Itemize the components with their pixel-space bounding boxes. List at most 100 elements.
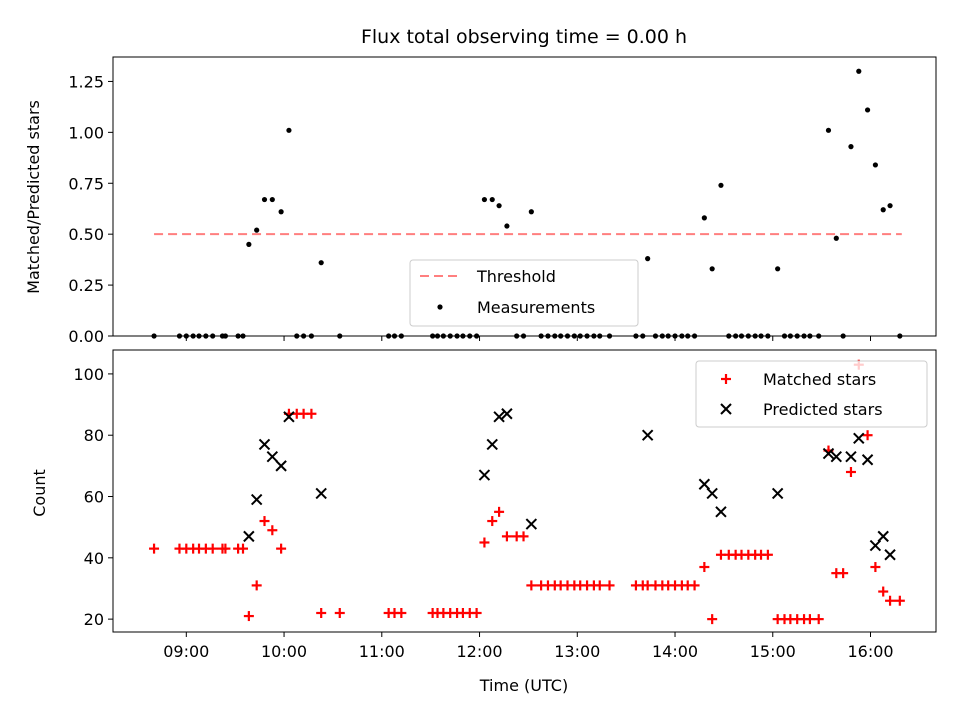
top-y-tick-label: 0.25 — [68, 276, 104, 295]
measurement-point — [880, 207, 886, 213]
top-panel: 0.00 0.25 0.50 0.75 1.00 1.25 Matched/Predict… — [24, 56, 937, 346]
top-y-tick-label: 0.50 — [68, 225, 104, 244]
bottom-y-tick-label: 60 — [84, 488, 104, 507]
measurement-point — [269, 196, 275, 203]
matched-star-point — [594, 580, 605, 591]
predicted-star-point — [315, 487, 327, 500]
matched-star-point — [251, 580, 262, 591]
matched-star-point — [259, 516, 270, 527]
matched-star-point — [243, 611, 254, 622]
bottom-y-tick-label: 20 — [84, 610, 104, 629]
predicted-star-point — [884, 549, 896, 561]
predicted-star-point — [258, 438, 271, 451]
predicted-star-point — [845, 450, 857, 463]
predicted-star-point — [771, 487, 784, 500]
matched-star-point — [334, 607, 345, 618]
legend-predicted-marker — [720, 403, 732, 415]
bottom-legend-box — [695, 360, 928, 428]
x-tick-label: 15:00 — [750, 642, 796, 661]
matched-star-point — [316, 607, 327, 618]
predicted-star-point — [869, 539, 882, 552]
matched-star-point — [396, 607, 407, 618]
predicted-star-point — [283, 411, 295, 423]
x-axis-label: Time (UTC) — [479, 676, 568, 695]
measurement-point — [887, 203, 893, 209]
matched-star-point — [838, 568, 849, 579]
legend-matched-label: Matched stars — [763, 370, 876, 389]
measurement-point — [833, 235, 839, 241]
top-legend: Threshold Measurements — [409, 259, 639, 327]
predicted-star-point — [525, 518, 538, 530]
measurement-point — [286, 127, 292, 133]
measurement-point — [246, 241, 252, 247]
legend-matched-marker — [721, 374, 731, 384]
bottom-panel: 20 40 60 80 100 09:00 10:00 11:00 12:00 13:00 14:… — [30, 349, 937, 695]
bottom-axes-frame — [112, 349, 937, 633]
matched-star-point — [306, 408, 317, 419]
matched-star-point — [707, 614, 718, 625]
predicted-star-point — [266, 450, 279, 463]
top-y-tick-label: 0.00 — [68, 327, 104, 346]
matched-star-point — [267, 525, 278, 536]
matched-star-point — [220, 543, 231, 554]
measurement-point — [504, 223, 510, 229]
matched-star-point — [207, 543, 218, 554]
x-tick-label: 16:00 — [847, 642, 893, 661]
predicted-star-point — [275, 460, 287, 472]
top-axes-frame — [112, 56, 937, 337]
predicted-star-point — [698, 478, 711, 490]
matched-star-point — [813, 614, 824, 625]
matched-star-point — [699, 562, 710, 573]
matched-star-point — [276, 543, 287, 554]
bottom-y-axis-label: Count — [30, 469, 49, 517]
measurement-point — [254, 227, 260, 233]
matched-star-point — [894, 595, 905, 606]
top-y-tick-label: 1.00 — [68, 123, 104, 142]
top-y-tick-label: 1.25 — [68, 72, 104, 91]
legend-predicted-swatch — [720, 403, 732, 415]
measurement-point — [318, 260, 324, 266]
predicted-star-point — [715, 506, 727, 518]
legend-predicted-label: Predicted stars — [763, 400, 883, 419]
predicted-star-point — [250, 493, 263, 506]
matched-star-point — [479, 537, 490, 548]
x-tick-label: 11:00 — [359, 642, 405, 661]
matched-star-point — [526, 580, 537, 591]
bottom-y-tick-label: 100 — [73, 365, 104, 384]
top-y-tick-label: 0.75 — [68, 174, 104, 193]
legend-measurements-swatch — [437, 304, 443, 310]
predicted-star-point — [641, 429, 654, 441]
matched-star-point — [487, 516, 498, 527]
measurement-point — [701, 215, 707, 221]
predicted-star-point — [830, 450, 843, 463]
matched-star-point — [518, 531, 529, 542]
measurement-point — [496, 203, 502, 209]
measurement-point — [261, 196, 268, 203]
measurement-point — [481, 196, 488, 203]
bottom-y-tick-label: 40 — [84, 549, 104, 568]
x-tick-label: 14:00 — [652, 642, 698, 661]
matched-star-point — [862, 430, 873, 441]
predicted-star-point — [853, 432, 865, 444]
measurement-point — [718, 182, 724, 188]
matched-star-point — [878, 586, 889, 597]
legend-measurements-label: Measurements — [477, 298, 595, 317]
matched-star-point — [604, 580, 615, 591]
measurement-point — [645, 256, 651, 262]
legend-matched-swatch — [721, 374, 731, 384]
x-tick-label: 12:00 — [456, 642, 502, 661]
x-tick-label: 10:00 — [261, 642, 307, 661]
measurement-point — [864, 107, 871, 113]
predicted-star-point — [493, 411, 505, 423]
matched-star-point — [762, 549, 773, 560]
matched-star-point — [471, 607, 482, 618]
measurement-point — [489, 196, 495, 203]
measurement-point — [775, 266, 781, 272]
bottom-legend: Matched stars Predicted stars — [695, 360, 928, 428]
bottom-y-tick-label: 80 — [84, 426, 104, 445]
matched-star-point — [845, 466, 856, 477]
matched-star-point — [494, 506, 505, 517]
measurement-point — [825, 127, 832, 133]
measurement-point — [528, 209, 534, 215]
